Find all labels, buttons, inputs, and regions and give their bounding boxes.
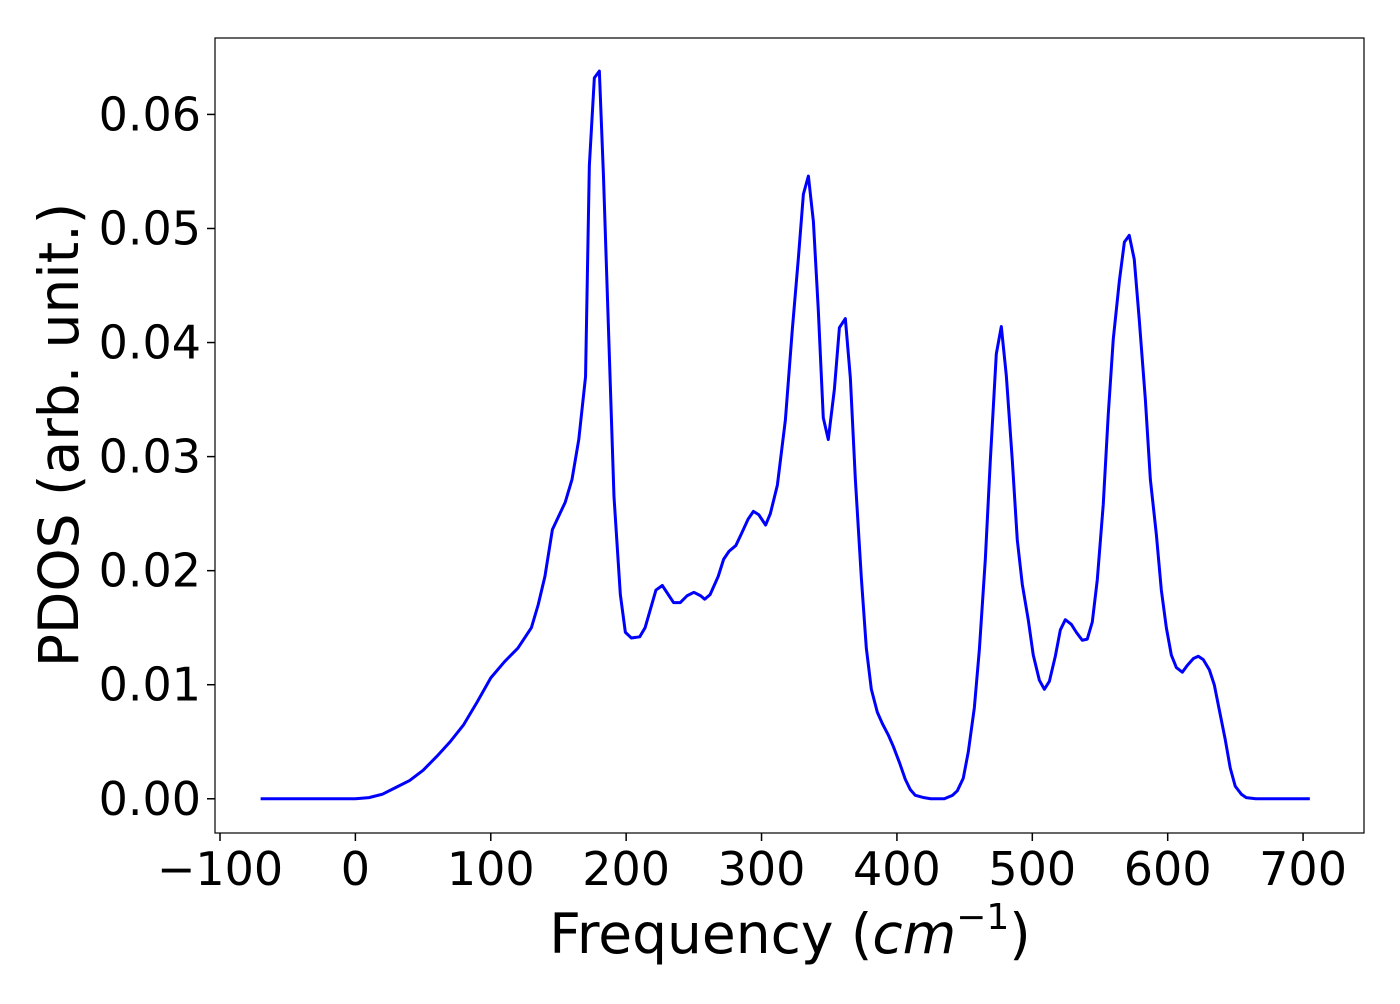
- y-tick-label: 0.03: [99, 430, 201, 484]
- y-tick-label: 0.04: [99, 316, 201, 370]
- x-tick-label: 600: [1124, 842, 1212, 896]
- y-tick-label: 0.00: [99, 772, 201, 826]
- y-tick-label: 0.02: [99, 544, 201, 598]
- x-tick-label: 400: [853, 842, 941, 896]
- plot-frame: [214, 37, 1365, 834]
- x-axis-label: Frequency (cm−1): [549, 897, 1030, 966]
- y-axis-label: PDOS (arb. unit.): [27, 203, 91, 667]
- y-tick-label: 0.06: [99, 87, 201, 141]
- x-tick-label: −100: [157, 842, 283, 896]
- x-tick-label: 0: [341, 842, 370, 896]
- x-tick-label: 100: [447, 842, 535, 896]
- x-tick-label: 300: [718, 842, 806, 896]
- pdos-line: [260, 69, 1310, 801]
- x-tick-label: 200: [582, 842, 670, 896]
- y-tick-label: 0.01: [99, 658, 201, 712]
- y-tick-label: 0.05: [99, 201, 201, 255]
- x-tick-label: 700: [1259, 842, 1347, 896]
- x-tick-label: 500: [988, 842, 1076, 896]
